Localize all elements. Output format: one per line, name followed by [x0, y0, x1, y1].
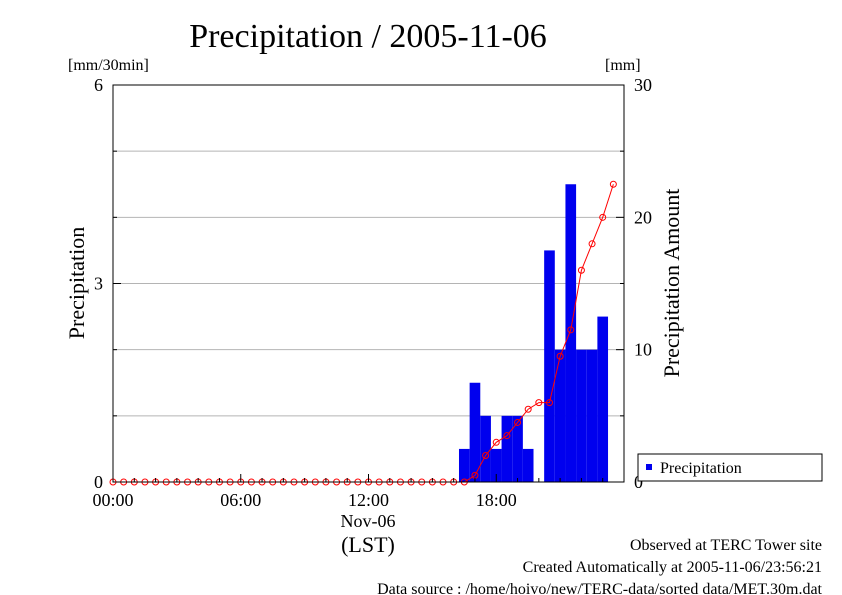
precipitation-bar — [490, 448, 502, 482]
x-tick-label: 18:00 — [476, 490, 517, 510]
precipitation-amount-point — [567, 326, 575, 334]
precipitation-bar — [469, 382, 481, 482]
legend-label: Precipitation — [660, 460, 742, 477]
precipitation-amount-point — [535, 399, 543, 407]
right-tick-label: 20 — [634, 207, 652, 227]
right-tick-label: 30 — [634, 75, 652, 95]
right-axis-title: Precipitation Amount — [659, 189, 684, 378]
precipitation-bars — [458, 184, 609, 482]
precipitation-amount-point — [492, 438, 500, 446]
precipitation-amount-polyline — [113, 184, 614, 483]
gridlines — [113, 150, 624, 417]
x-tick-label: 00:00 — [92, 490, 133, 510]
precipitation-bar — [597, 316, 609, 482]
legend-box — [637, 453, 823, 482]
left-axis-unit: [mm/30min] — [68, 57, 149, 74]
footer-source: Data source : /home/hoivo/new/TERC-data/… — [377, 581, 822, 595]
left-tick-label: 0 — [94, 472, 103, 492]
precipitation-bar — [576, 349, 587, 482]
precipitation-amount-point — [545, 399, 553, 407]
precipitation-bar — [544, 250, 555, 482]
precipitation-bar — [458, 448, 470, 482]
x-date-label: Nov-06 — [341, 511, 396, 531]
precipitation-amount-line — [109, 180, 617, 486]
footer-observed: Observed at TERC Tower site — [630, 537, 822, 554]
precipitation-amount-point — [577, 266, 585, 274]
legend-swatch — [646, 464, 652, 470]
axes: 0 3 6 0 10 20 30 00:00 06:00 12:00 18:00 — [92, 75, 652, 510]
precipitation-bar — [512, 415, 523, 482]
precipitation-amount-point — [556, 352, 564, 360]
precipitation-amount-point — [514, 418, 522, 426]
chart-title: Precipitation / 2005-11-06 — [189, 18, 547, 55]
precipitation-amount-point — [524, 405, 532, 413]
precipitation-bar — [501, 415, 513, 482]
precipitation-bar — [554, 349, 566, 482]
precipitation-amount-point — [503, 432, 511, 440]
left-axis-title: Precipitation — [64, 227, 89, 339]
precipitation-bar — [586, 349, 598, 482]
precipitation-bar — [480, 415, 491, 482]
precipitation-amount-point — [599, 213, 607, 221]
right-tick-label: 0 — [634, 472, 643, 492]
right-tick-label: 10 — [634, 340, 652, 360]
x-tick-label: 12:00 — [348, 490, 389, 510]
x-tick-label: 06:00 — [220, 490, 261, 510]
left-tick-label: 6 — [94, 75, 103, 95]
legend: Precipitation — [637, 453, 823, 482]
precipitation-amount-point — [588, 240, 596, 248]
left-tick-label: 3 — [94, 274, 103, 294]
precipitation-bar — [522, 448, 534, 482]
precipitation-amount-point — [482, 452, 490, 460]
precipitation-amount-point — [609, 180, 617, 188]
x-axis-title: (LST) — [341, 532, 395, 557]
footer-created: Created Automatically at 2005-11-06/23:5… — [523, 559, 822, 576]
right-axis-unit: [mm] — [605, 57, 641, 74]
